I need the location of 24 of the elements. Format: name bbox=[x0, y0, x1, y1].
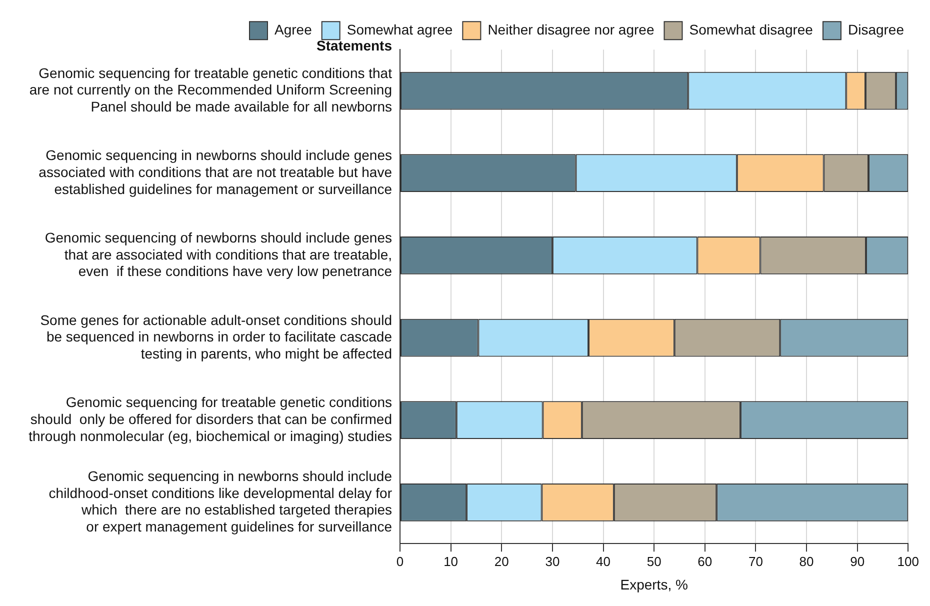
x-tick-label: 60 bbox=[698, 554, 712, 569]
x-tick-label: 20 bbox=[494, 554, 509, 569]
x-tick-label: 80 bbox=[799, 554, 814, 569]
legend-label: Agree bbox=[274, 21, 312, 38]
y-tick-label: Genomic sequencing of newborns should include genes that are associated with conditions that are treatable, even if these conditions have very low penetrance bbox=[44, 229, 392, 280]
y-tick-label: Genomic sequencing for treatable genetic conditions that are not currently on the Recommended Uniform Screening Panel should be made available for all newborns bbox=[29, 64, 392, 114]
x-tick-label: 0 bbox=[396, 554, 404, 569]
x-tick-label: 70 bbox=[748, 554, 763, 569]
x-tick-label: 40 bbox=[596, 554, 610, 569]
y-tick-label: Some genes for actionable adult-onset conditions should be sequenced in newborns in order to facilitate cascade testing in parents, who might be affected bbox=[40, 312, 392, 362]
legend-label: Neither disagree nor agree bbox=[488, 21, 654, 38]
y-tick-label: Genomic sequencing in newborns should include childhood-onset conditions like developmental delay for which there are no established targeted therapies or expert management guidelines for surveillance bbox=[48, 468, 392, 534]
x-tick-label: 90 bbox=[850, 554, 865, 569]
y-tick-label: Genomic sequencing for treatable genetic conditions should only be offered for disorders that can be confirmed through nonmolecular (eg, biochemical or imaging) studies bbox=[28, 394, 392, 444]
x-tick-label: 10 bbox=[444, 554, 458, 569]
x-axis-title: Experts, % bbox=[620, 576, 688, 592]
x-tick-label: 50 bbox=[646, 554, 662, 569]
y-axis-title: Statements bbox=[316, 37, 392, 54]
legend-label: Somewhat agree bbox=[346, 21, 453, 38]
x-tick-label: 30 bbox=[545, 554, 560, 569]
legend-label: Somewhat disagree bbox=[689, 21, 814, 38]
x-tick-label: 100 bbox=[897, 554, 920, 569]
legend-label: Disagree bbox=[848, 21, 904, 38]
y-tick-label: Genomic sequencing in newborns should include genes associated with conditions that are not treatable but have established guidelines for management or surveillance bbox=[38, 147, 392, 197]
